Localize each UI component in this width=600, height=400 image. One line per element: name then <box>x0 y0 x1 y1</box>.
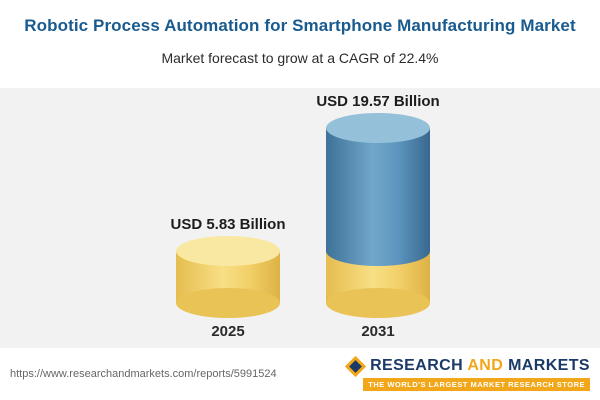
chart-panel: USD 5.83 Billion 2025 USD 19.57 Billion … <box>0 88 600 348</box>
logo-word-and: AND <box>467 357 504 374</box>
bar-2031-bottom-ellipse <box>326 288 430 318</box>
bar-group-2031: USD 19.57 Billion 2031 <box>298 93 458 340</box>
logo-diamond-icon <box>344 355 367 377</box>
category-label-2025: 2025 <box>211 323 245 340</box>
chart-subtitle: Market forecast to grow at a CAGR of 22.… <box>161 50 439 66</box>
bar-2031-top-ellipse <box>326 113 430 143</box>
bar-2031-segment-seam <box>326 236 430 266</box>
logo-wordmark: RESEARCH AND MARKETS <box>370 357 590 375</box>
report-url: https://www.researchandmarkets.com/repor… <box>10 368 277 380</box>
bar-2025-bottom-ellipse <box>176 288 280 318</box>
bar-group-2025: USD 5.83 Billion 2025 <box>148 216 308 340</box>
bar-2025 <box>176 236 280 318</box>
category-label-2031: 2031 <box>361 323 395 340</box>
bar-2025-top-ellipse <box>176 236 280 266</box>
footer: https://www.researchandmarkets.com/repor… <box>0 348 600 400</box>
bar-2031 <box>326 113 430 318</box>
chart-title: Robotic Process Automation for Smartphon… <box>24 16 576 35</box>
research-and-markets-logo: RESEARCH AND MARKETS THE WORLD'S LARGEST… <box>344 355 590 391</box>
logo-word-research: RESEARCH <box>370 357 464 374</box>
value-label-2031: USD 19.57 Billion <box>316 93 440 110</box>
value-label-2025: USD 5.83 Billion <box>170 216 286 233</box>
logo-tagline: THE WORLD'S LARGEST MARKET RESEARCH STOR… <box>363 378 590 391</box>
logo-word-markets: MARKETS <box>508 357 590 374</box>
